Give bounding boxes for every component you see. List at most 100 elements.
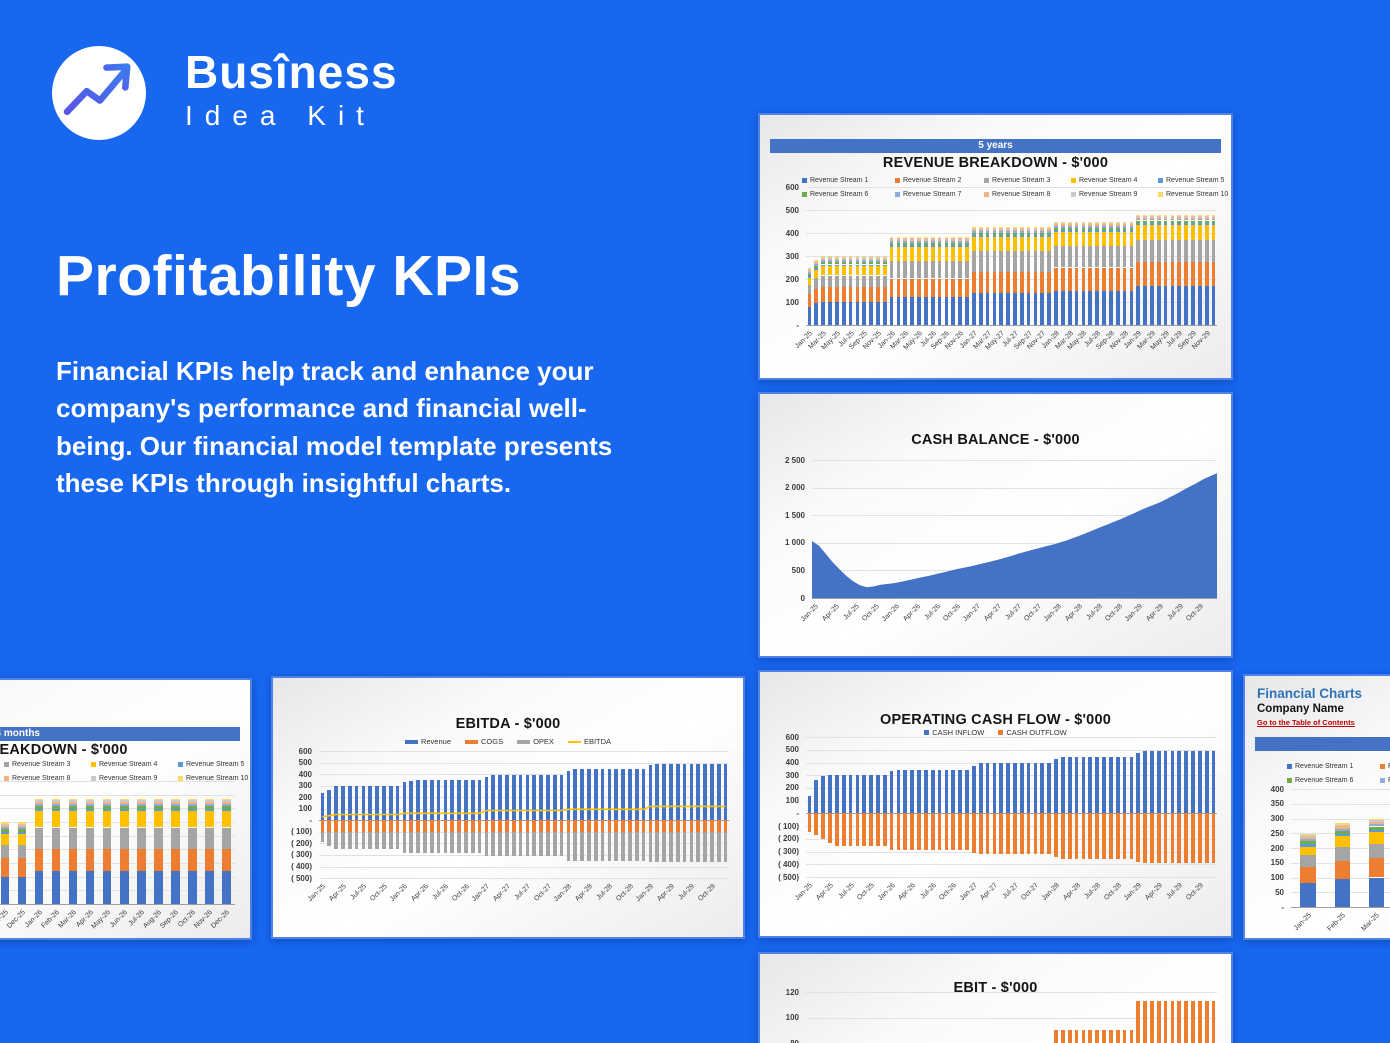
bar-segment <box>1170 224 1175 240</box>
bar-segment <box>188 808 197 812</box>
bar-segment <box>641 768 646 821</box>
bar-segment <box>1136 813 1141 862</box>
bar-segment <box>1013 228 1017 230</box>
bar-segment <box>1170 286 1175 325</box>
bar-segment <box>985 251 990 272</box>
bar-segment <box>937 813 942 851</box>
bar-segment <box>1163 218 1168 221</box>
bar-segment <box>171 848 180 871</box>
chart-title: REVENUE BREAKDOWN - $'000 <box>882 155 1109 171</box>
bar-segment <box>1115 267 1120 291</box>
bar-segment <box>910 296 915 325</box>
bar-segment <box>807 276 812 278</box>
y-axis-label: 0 <box>800 593 805 603</box>
bar-segment <box>1368 824 1384 827</box>
bar-segment <box>222 799 231 801</box>
bar-segment <box>985 227 990 229</box>
bar-segment <box>930 239 935 241</box>
bar-segment <box>1300 838 1316 842</box>
bar-segment <box>587 768 591 821</box>
legend-label: Revenue Stream 4 <box>99 761 158 768</box>
bar-segment <box>882 813 887 846</box>
bar-segment <box>1088 756 1093 814</box>
gridline <box>806 826 1217 828</box>
bar-segment <box>171 811 180 828</box>
bar-segment <box>634 831 639 861</box>
bar-segment <box>1136 752 1141 814</box>
brand-subname: Idea Kit <box>185 100 376 132</box>
bar-segment <box>834 258 839 261</box>
bar-segment <box>1040 229 1045 232</box>
bar-segment <box>999 292 1004 325</box>
bar-segment <box>1061 813 1065 859</box>
bar-segment <box>1170 1000 1175 1043</box>
bar-segment <box>464 831 468 853</box>
bar-segment <box>917 246 921 261</box>
bar-segment <box>965 237 969 239</box>
bar-segment <box>889 237 894 239</box>
gridline <box>812 570 1217 572</box>
bar-segment <box>655 763 660 821</box>
bar-segment <box>675 831 680 863</box>
bar-segment <box>491 831 496 856</box>
legend-item: Revenue <box>404 737 451 746</box>
x-axis-label: Feb-25 <box>1326 912 1348 933</box>
bar-segment <box>1102 267 1106 291</box>
gridline <box>806 325 1217 326</box>
gridline <box>806 233 1217 234</box>
bar-segment <box>965 246 969 261</box>
gridline <box>0 781 235 782</box>
bar-segment <box>1095 232 1099 247</box>
bar-segment <box>862 258 867 261</box>
bar-segment <box>903 246 908 261</box>
bar-segment <box>539 774 543 821</box>
bar-segment <box>1115 813 1120 859</box>
legend-item: Revenue Stream 7 <box>895 191 961 198</box>
legend-label: COGS <box>481 737 504 746</box>
bar-segment <box>958 246 962 261</box>
bar-segment <box>498 831 502 856</box>
bar-segment <box>1054 223 1058 225</box>
y-axis-label: 80 <box>790 1038 799 1043</box>
table-of-contents-link[interactable]: Go to the Table of Contents <box>1257 718 1355 727</box>
bar-segment <box>951 239 956 241</box>
bar-segment <box>1102 226 1106 228</box>
bar-segment <box>910 239 915 241</box>
bar-segment <box>327 789 332 821</box>
bar-segment <box>1368 831 1384 844</box>
bar-segment <box>1170 751 1175 814</box>
bar-segment <box>985 228 990 230</box>
bar-segment <box>1136 224 1141 240</box>
chart-title: OPERATING CASH FLOW - $'000 <box>880 712 1111 728</box>
bar-segment <box>205 806 214 809</box>
bar-segment <box>593 831 598 861</box>
bar-segment <box>862 275 867 287</box>
bar-segment <box>828 302 832 325</box>
bar-segment <box>1074 232 1079 247</box>
bar-segment <box>1177 224 1182 240</box>
bar-segment <box>1163 239 1168 262</box>
bar-segment <box>505 774 509 821</box>
bar-segment <box>1136 286 1141 325</box>
legend-item: COGS <box>465 737 503 746</box>
bar-segment <box>1088 290 1093 325</box>
bar-segment <box>85 799 95 801</box>
gridline <box>806 838 1217 840</box>
bar-segment <box>999 763 1004 814</box>
legend-item: OPEX <box>517 737 554 746</box>
bar-segment <box>51 804 61 807</box>
bar-segment <box>1191 215 1195 217</box>
bar-segment <box>1033 231 1038 233</box>
bar-segment <box>1170 218 1175 221</box>
y-axis-label: 500 <box>785 205 799 215</box>
bar-segment <box>1368 820 1384 822</box>
bar-segment <box>862 264 867 267</box>
bar-segment <box>1040 292 1045 325</box>
bar-segment <box>327 831 332 846</box>
bar-segment <box>1211 216 1216 219</box>
bar-segment <box>1129 290 1134 325</box>
bar-segment <box>930 813 935 851</box>
bar-segment <box>978 813 983 855</box>
bar-segment <box>188 801 197 804</box>
bar-segment <box>703 820 707 832</box>
